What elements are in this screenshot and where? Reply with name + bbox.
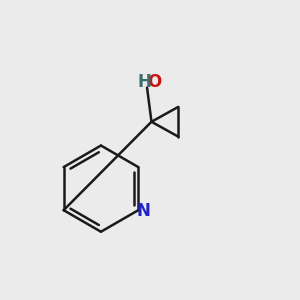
- Text: O: O: [147, 73, 162, 91]
- Text: N: N: [137, 202, 151, 220]
- Text: H: H: [137, 73, 151, 91]
